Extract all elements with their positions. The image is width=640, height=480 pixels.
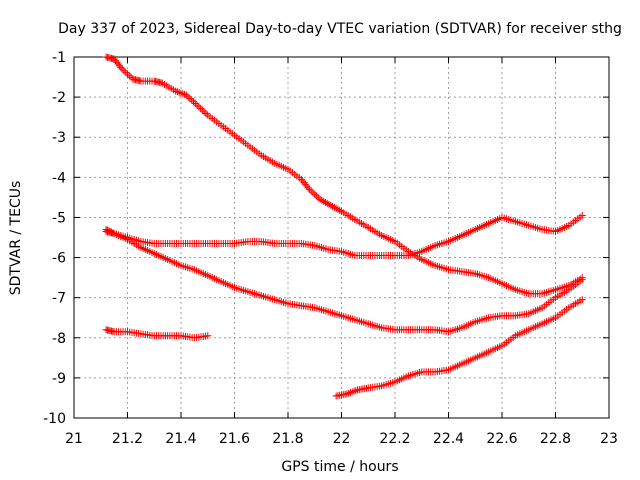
data-point xyxy=(188,96,196,104)
data-point xyxy=(173,88,181,96)
y-tick-label: -3 xyxy=(52,130,66,146)
data-point xyxy=(195,103,203,111)
data-point xyxy=(117,63,125,71)
data-point xyxy=(316,195,324,203)
data-point xyxy=(204,332,212,340)
data-point xyxy=(307,187,315,195)
data-point xyxy=(345,389,353,397)
data-point xyxy=(578,211,586,219)
chart-title: Day 337 of 2023, Sidereal Day-to-day VTE… xyxy=(58,21,622,37)
data-point xyxy=(320,197,328,205)
data-point xyxy=(311,190,319,198)
x-tick-label: 23 xyxy=(600,431,618,447)
data-point xyxy=(184,93,192,101)
data-point xyxy=(172,87,180,95)
x-tick-label: 21.6 xyxy=(219,431,250,447)
data-point xyxy=(309,189,317,197)
data-point xyxy=(182,91,190,99)
data-point xyxy=(318,196,326,204)
data-point xyxy=(304,184,312,192)
series-track-5 xyxy=(332,296,586,400)
data-point xyxy=(179,90,187,98)
data-point xyxy=(343,390,351,398)
y-tick-label: -10 xyxy=(43,411,66,427)
x-tick-label: 21.2 xyxy=(112,431,143,447)
data-point xyxy=(189,98,197,106)
data-series xyxy=(102,53,586,400)
axis-ticks: 21 21.2 21.4 21.6 21.8 22 22.2 22.4 22.6 22.8 23 -1… xyxy=(43,50,618,447)
x-tick-label: 21.8 xyxy=(272,431,303,447)
data-point xyxy=(118,65,126,73)
y-tick-label: -6 xyxy=(52,251,66,267)
data-point xyxy=(181,90,189,98)
series-track-2 xyxy=(102,211,586,260)
data-point xyxy=(578,296,586,304)
series-track-3 xyxy=(102,225,586,336)
data-point xyxy=(305,185,313,193)
data-point xyxy=(325,200,333,208)
y-tick-label: -7 xyxy=(52,291,66,307)
data-point xyxy=(191,99,199,107)
x-tick-label: 22.4 xyxy=(433,431,464,447)
data-point xyxy=(177,89,185,97)
data-point xyxy=(125,72,133,80)
data-point xyxy=(200,108,208,116)
data-point xyxy=(198,106,206,114)
data-point xyxy=(578,276,586,284)
x-tick-label: 22.2 xyxy=(379,431,410,447)
data-point xyxy=(175,88,183,96)
y-tick-label: -4 xyxy=(52,170,66,186)
data-point xyxy=(321,198,329,206)
data-point xyxy=(193,101,201,109)
y-tick-label: -1 xyxy=(52,50,66,66)
data-point xyxy=(186,94,194,102)
data-point xyxy=(314,194,322,202)
data-point xyxy=(336,206,344,214)
data-point xyxy=(352,387,360,395)
data-point xyxy=(329,202,337,210)
x-tick-label: 21 xyxy=(65,431,83,447)
x-tick-label: 22.6 xyxy=(486,431,517,447)
data-point xyxy=(332,204,340,212)
data-point xyxy=(330,203,338,211)
y-tick-label: -2 xyxy=(52,90,66,106)
data-point xyxy=(124,70,131,78)
x-tick-label: 21.4 xyxy=(165,431,196,447)
data-point xyxy=(202,109,210,117)
data-point xyxy=(350,387,358,395)
data-point xyxy=(334,205,342,213)
data-point xyxy=(197,104,205,112)
x-axis-label: GPS time / hours xyxy=(281,459,398,475)
data-point xyxy=(109,229,117,237)
x-tick-label: 22.8 xyxy=(540,431,571,447)
y-axis-label: SDTVAR / TECUs xyxy=(8,181,24,296)
y-tick-label: -5 xyxy=(52,210,66,226)
data-point xyxy=(122,68,130,76)
data-point xyxy=(120,67,128,75)
data-point xyxy=(346,389,354,397)
series-track-1 xyxy=(102,53,586,298)
data-point xyxy=(327,201,335,209)
data-point xyxy=(313,192,321,200)
y-tick-label: -8 xyxy=(52,331,66,347)
data-point xyxy=(348,388,356,396)
y-tick-label: -9 xyxy=(52,371,66,387)
grid-lines xyxy=(74,57,609,418)
x-tick-label: 22 xyxy=(333,431,351,447)
series-track-4 xyxy=(102,326,212,342)
data-point xyxy=(323,199,331,207)
